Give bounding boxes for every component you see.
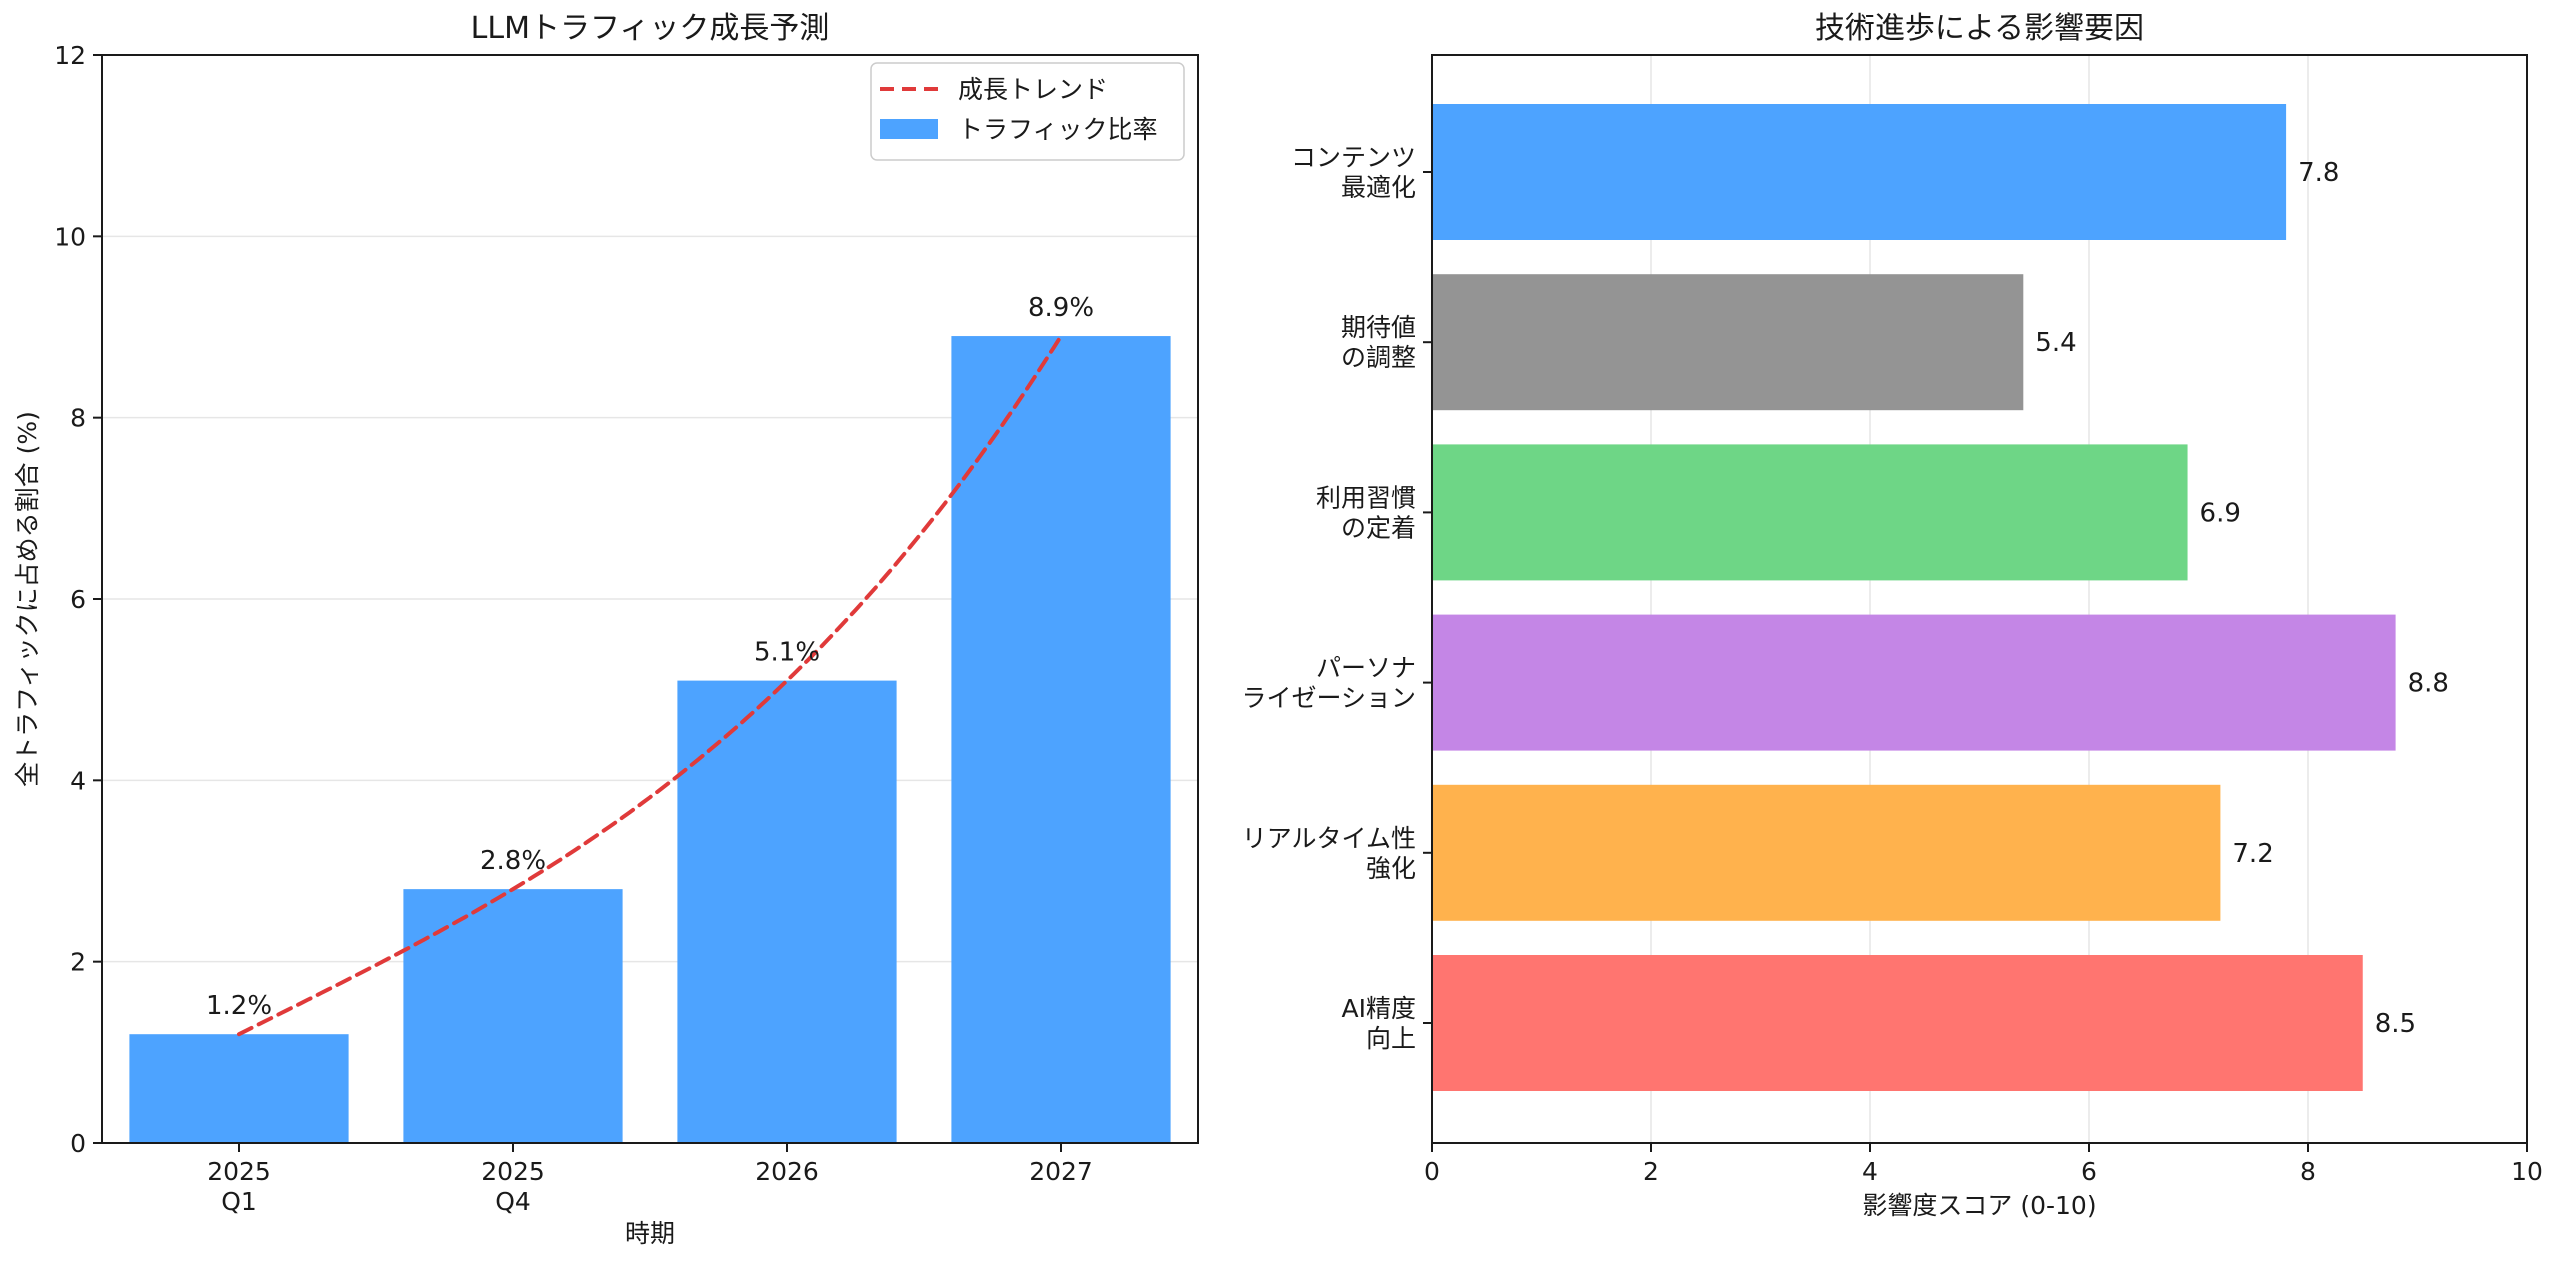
impact-bar — [1432, 784, 2221, 921]
impact-bar — [1432, 274, 2024, 411]
x-axis-label: 影響度スコア (0-10) — [1862, 1191, 2096, 1220]
legend-trend-label: 成長トレンド — [958, 75, 1108, 104]
bar-value-label: 5.1% — [754, 638, 820, 668]
y-tick-label: 12 — [54, 41, 86, 70]
plot-frame — [1431, 54, 2528, 1144]
chart-title: 技術進歩による影響要因 — [1815, 11, 2144, 46]
chart-title: LLMトラフィック成長予測 — [471, 11, 830, 46]
y-tick-label: の調整 — [1341, 343, 1416, 372]
y-tick-label: 強化 — [1366, 854, 1416, 883]
x-tick-label: 2027 — [1029, 1157, 1093, 1186]
x-tick-label: 2026 — [755, 1157, 819, 1186]
traffic-bar — [403, 889, 623, 1143]
x-tick-label: 0 — [1424, 1157, 1440, 1186]
legend-bar-label: トラフィック比率 — [958, 115, 1158, 144]
bar-value-label: 2.8% — [480, 846, 546, 876]
impact-bar — [1432, 104, 2287, 240]
y-tick-label: 期待値 — [1341, 313, 1416, 342]
x-tick-label: 2025 — [207, 1157, 271, 1186]
bar-value-label: 7.8 — [2298, 158, 2339, 188]
y-tick-label: 利用習慣 — [1316, 483, 1416, 512]
x-tick-label: 6 — [2081, 1157, 2097, 1186]
y-tick-label: ライゼーション — [1241, 684, 1416, 713]
bar-value-label: 7.2 — [2232, 839, 2273, 869]
x-tick-label: 10 — [2511, 1157, 2543, 1186]
y-tick-label: の定着 — [1341, 513, 1416, 542]
traffic-bar — [129, 1034, 349, 1143]
y-tick-label: 向上 — [1366, 1024, 1416, 1053]
y-tick-label: 4 — [70, 766, 86, 795]
bar-value-label: 1.2% — [206, 991, 272, 1021]
legend-bar-swatch — [880, 119, 938, 139]
x-axis-label: 時期 — [625, 1219, 675, 1248]
bar-value-label: 6.9 — [2200, 498, 2241, 528]
growth-trend-line — [237, 334, 1063, 1037]
x-tick-label: 2 — [1643, 1157, 1659, 1186]
traffic-bar — [677, 680, 897, 1143]
y-tick-label: AI精度 — [1342, 994, 1416, 1023]
x-tick-label: 2025 — [481, 1157, 545, 1186]
x-tick-label: Q4 — [495, 1187, 531, 1216]
y-tick-label: 最適化 — [1341, 173, 1416, 202]
x-tick-label: Q1 — [221, 1187, 257, 1216]
bar-value-label: 8.8 — [2408, 669, 2449, 699]
y-tick-label: コンテンツ — [1291, 143, 1416, 172]
bar-value-label: 8.9% — [1028, 293, 1094, 323]
bar-value-label: 5.4 — [2035, 328, 2076, 358]
y-tick-label: パーソナ — [1316, 654, 1416, 683]
x-tick-label: 8 — [2300, 1157, 2316, 1186]
impact-bar — [1432, 614, 2396, 751]
y-axis-label: 全トラフィックに占める割合 (%) — [13, 411, 42, 787]
impact-bar — [1432, 444, 2188, 581]
bar-value-label: 8.5 — [2375, 1009, 2416, 1039]
y-tick-label: 2 — [70, 948, 86, 977]
y-tick-label: 8 — [70, 404, 86, 433]
growth-forecast-chart: 1.2%2.8%5.1%8.9%0246810122025Q12025Q4202… — [13, 11, 1199, 1248]
y-tick-label: 6 — [70, 585, 86, 614]
y-tick-label: リアルタイム性 — [1242, 824, 1416, 853]
legend-box — [870, 62, 1185, 161]
impact-bar — [1432, 955, 2363, 1091]
y-tick-label: 0 — [70, 1129, 86, 1158]
x-tick-label: 4 — [1862, 1157, 1878, 1186]
traffic-bar — [951, 336, 1171, 1144]
y-tick-label: 10 — [54, 222, 86, 251]
